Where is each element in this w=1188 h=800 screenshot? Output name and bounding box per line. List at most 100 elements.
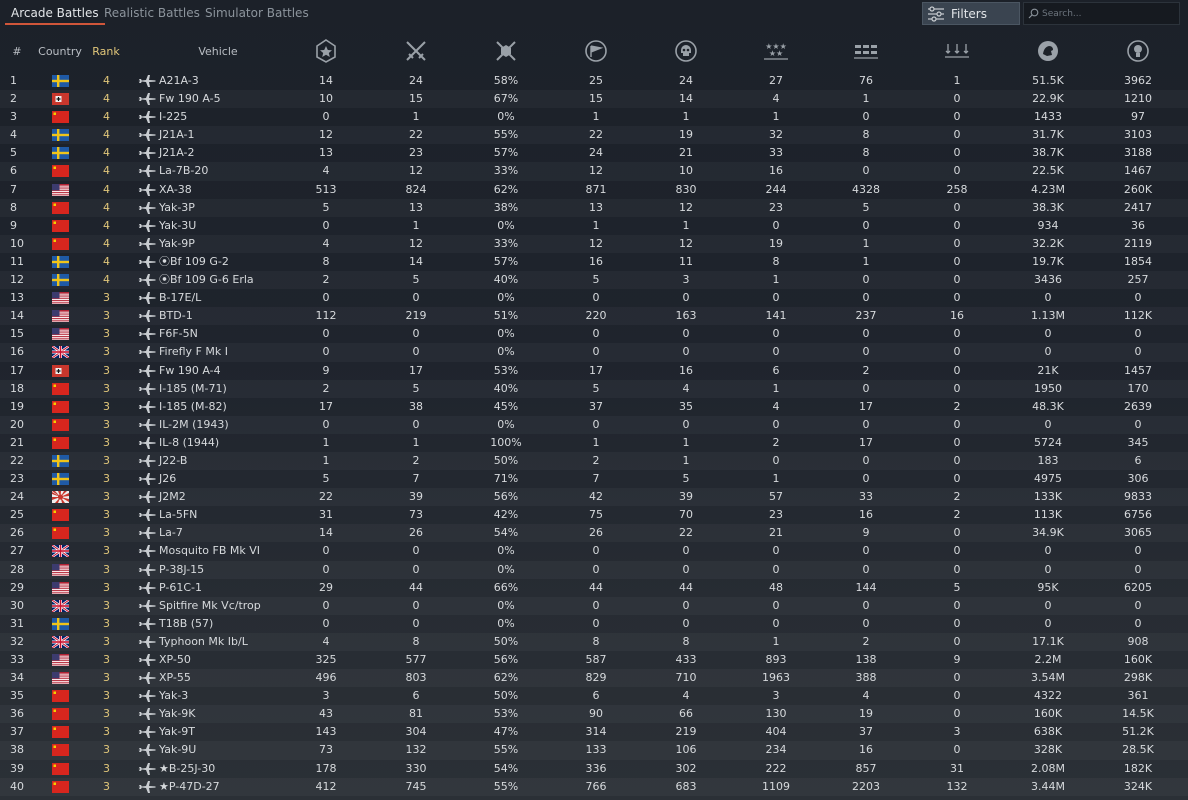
vehicle-name[interactable]: Yak-3P [159, 200, 195, 214]
vehicle-name[interactable]: T18B (57) [159, 616, 214, 630]
vehicle-name[interactable]: J21A-1 [159, 128, 195, 142]
vehicle-name[interactable]: XA-38 [159, 182, 192, 196]
air-targets-destroyed-icon[interactable]: ★★★ ★★ [762, 30, 790, 72]
battles-icon[interactable] [313, 30, 339, 72]
column-country[interactable]: Country [38, 44, 82, 58]
table-row[interactable]: 3 4 I-225 0 1 0% 1 1 1 0 0 1433 97 [0, 108, 1188, 126]
vehicle-name[interactable]: I-185 (M-71) [159, 381, 227, 395]
ground-targets-destroyed-icon[interactable] [852, 30, 880, 72]
tab-arcade-battles[interactable]: Arcade Battles [5, 6, 105, 25]
search-input[interactable] [1039, 8, 1177, 19]
naval-targets-destroyed-icon[interactable] [943, 30, 971, 72]
vehicle-name[interactable]: I-225 [159, 110, 188, 124]
vehicle-name[interactable]: ★P-47D-27 [159, 779, 220, 793]
vehicle-name[interactable]: La-7 [159, 526, 183, 540]
vehicle-name[interactable]: Fw 190 A-5 [159, 92, 221, 106]
win-rate-icon[interactable] [493, 30, 519, 72]
research-points-icon[interactable] [1125, 30, 1151, 72]
table-row[interactable]: 27 3 Mosquito FB Mk VI 0 0 0% 0 0 0 0 0 0 0 [0, 542, 1188, 560]
vehicle-name[interactable]: P-61C-1 [159, 580, 203, 594]
vehicle-name[interactable]: J2M2 [159, 490, 186, 504]
table-row[interactable]: 13 3 B-17E/L 0 0 0% 0 0 0 0 0 0 0 [0, 289, 1188, 307]
table-row[interactable]: 5 4 J21A-2 13 23 57% 24 21 33 8 0 38.7K 3188 [0, 144, 1188, 162]
vehicle-name[interactable]: Yak-3 [159, 689, 189, 703]
table-row[interactable]: 36 3 Yak-9K 43 81 53% 90 66 130 19 0 160K 14.5K [0, 705, 1188, 723]
table-row[interactable]: 39 3 ★B-25J-30 178 330 54% 336 302 222 857 31 2.08M… [0, 760, 1188, 778]
vehicle-name[interactable]: Fw 190 A-4 [159, 363, 221, 377]
tab-simulator-battles[interactable]: Simulator Battles [205, 6, 309, 20]
table-row[interactable]: 35 3 Yak-3 3 6 50% 6 4 3 4 0 4322 361 [0, 687, 1188, 705]
table-row[interactable]: 29 3 P-61C-1 29 44 66% 44 44 48 144 5 95K 6205 [0, 579, 1188, 597]
table-row[interactable]: 20 3 IL-2M (1943) 0 0 0% 0 0 0 0 0 0 0 [0, 416, 1188, 434]
vehicle-name[interactable]: J26 [159, 472, 177, 486]
table-row[interactable]: 4 4 J21A-1 12 22 55% 22 19 32 8 0 31.7K 3103 [0, 126, 1188, 144]
table-row[interactable]: 37 3 Yak-9T 143 304 47% 314 219 404 37 3 638K 51.2K [0, 723, 1188, 741]
table-row[interactable]: 32 3 Typhoon Mk Ib/L 4 8 50% 8 8 1 2 0 17.1K 908 [0, 633, 1188, 651]
table-row[interactable]: 6 4 La-7B-20 4 12 33% 12 10 16 0 0 22.5K 1467 [0, 162, 1188, 180]
vehicle-name[interactable]: ⦿Bf 109 G-2 [159, 254, 229, 268]
column-vehicle[interactable]: Vehicle [198, 44, 238, 58]
table-row[interactable]: 11 4 ⦿Bf 109 G-2 8 14 57% 16 11 8 1 0 19.7K 1854 [0, 253, 1188, 271]
vehicle-name[interactable]: Typhoon Mk Ib/L [159, 634, 248, 648]
table-row[interactable]: 31 3 T18B (57) 0 0 0% 0 0 0 0 0 0 0 [0, 615, 1188, 633]
vehicle-name[interactable]: Yak-9T [159, 725, 196, 739]
vehicle-name[interactable]: La-7B-20 [159, 164, 209, 178]
table-row[interactable]: 22 3 J22-B 1 2 50% 2 1 0 0 0 183 6 [0, 452, 1188, 470]
table-row[interactable]: 12 4 ⦿Bf 109 G-6 Erla 2 5 40% 5 3 1 0 0 3436 257 [0, 271, 1188, 289]
vehicle-name[interactable]: BTD-1 [159, 309, 193, 323]
column-rank[interactable]: Rank [92, 44, 120, 58]
table-row[interactable]: 18 3 I-185 (M-71) 2 5 40% 5 4 1 0 0 1950 170 [0, 380, 1188, 398]
table-row[interactable]: 21 3 IL-8 (1944) 1 1 100% 1 1 2 17 0 5724 345 [0, 434, 1188, 452]
vehicle-name[interactable]: ★B-25J-30 [159, 761, 216, 775]
vehicle-name[interactable]: XP-50 [159, 653, 191, 666]
table-row[interactable]: 30 3 Spitfire Mk Vc/trop 0 0 0% 0 0 0 0 0 0 0 [0, 597, 1188, 615]
vehicle-name[interactable]: Firefly F Mk I [159, 345, 228, 359]
vehicle-name[interactable]: J21A-2 [159, 146, 195, 160]
table-row[interactable]: 33 3 XP-50 325 577 56% 587 433 893 138 9 2.2M 160K [0, 651, 1188, 669]
silver-lions-icon[interactable] [1035, 30, 1061, 72]
vehicle-name[interactable]: IL-2M (1943) [159, 417, 229, 431]
vehicle-name[interactable]: F6F-5N [159, 327, 198, 341]
vehicle-name[interactable]: Yak-9U [159, 743, 197, 757]
table-row[interactable]: 10 4 Yak-9P 4 12 33% 12 12 19 1 0 32.2K 2119 [0, 235, 1188, 253]
vehicle-name[interactable]: A21A-3 [159, 74, 199, 87]
vehicle-name[interactable]: P-38J-15 [159, 562, 205, 576]
vehicle-name[interactable]: La-5FN [159, 508, 198, 522]
table-row[interactable]: 34 3 XP-55 496 803 62% 829 710 1963 388 0 3.54M 298K [0, 669, 1188, 687]
table-row[interactable]: 17 3 Fw 190 A-4 9 17 53% 17 16 6 2 0 21K 1457 [0, 362, 1188, 380]
vehicle-name[interactable]: Spitfire Mk Vc/trop [159, 598, 261, 612]
table-row[interactable]: 9 4 Yak-3U 0 1 0% 1 1 0 0 0 934 36 [0, 217, 1188, 235]
vehicle-name[interactable]: XP-55 [159, 671, 191, 685]
column-number[interactable]: # [12, 44, 22, 58]
table-row[interactable]: 24 3 J2M2 22 39 56% 42 39 57 33 2 133K 9833 [0, 488, 1188, 506]
table-row[interactable]: 2 4 Fw 190 A-5 10 15 67% 15 14 4 1 0 22.9K 1210 [0, 90, 1188, 108]
table-row[interactable]: 23 3 J26 5 7 71% 7 5 1 0 0 4975 306 [0, 470, 1188, 488]
table-row[interactable]: 28 3 P-38J-15 0 0 0% 0 0 0 0 0 0 0 [0, 561, 1188, 579]
table-row[interactable]: 1 4 A21A-3 14 24 58% 25 24 27 76 1 51.5K 3962 [0, 72, 1188, 90]
table-row[interactable]: 8 4 Yak-3P 5 13 38% 13 12 23 5 0 38.3K 2417 [0, 199, 1188, 217]
table-row[interactable]: 16 3 Firefly F Mk I 0 0 0% 0 0 0 0 0 0 0 [0, 343, 1188, 361]
vehicle-name[interactable]: I-185 (M-82) [159, 399, 227, 413]
vehicle-name[interactable]: Yak-9P [159, 236, 195, 250]
table-row[interactable]: 7 4 XA-38 513 824 62% 871 830 244 4328 258 4.23M 260… [0, 181, 1188, 199]
vehicle-name[interactable]: ⦿Bf 109 G-6 Erla [159, 273, 254, 287]
table-row[interactable]: 19 3 I-185 (M-82) 17 38 45% 37 35 4 17 2 48.3K 2639 [0, 398, 1188, 416]
table-row[interactable]: 38 3 Yak-9U 73 132 55% 133 106 234 16 0 328K 28.5K [0, 741, 1188, 759]
search-box[interactable] [1023, 2, 1180, 25]
vehicle-name[interactable]: Mosquito FB Mk VI [159, 544, 260, 558]
vehicle-name[interactable]: IL-8 (1944) [159, 435, 220, 449]
vehicle-name[interactable]: J22-B [159, 453, 188, 467]
table-row[interactable]: 25 3 La-5FN 31 73 42% 75 70 23 16 2 113K 6756 [0, 506, 1188, 524]
vehicle-name[interactable]: B-17E/L [159, 291, 202, 305]
table-row[interactable]: 26 3 La-7 14 26 54% 26 22 21 9 0 34.9K 3065 [0, 524, 1188, 542]
table-row[interactable]: 14 3 BTD-1 112 219 51% 220 163 141 237 16 1.13M 112K [0, 307, 1188, 325]
vehicle-name[interactable]: Yak-9K [159, 707, 196, 721]
vehicle-name[interactable]: Yak-3U [159, 218, 197, 232]
filters-button[interactable]: Filters [922, 2, 1020, 25]
deaths-icon[interactable] [673, 30, 699, 72]
victories-icon[interactable] [403, 30, 429, 72]
tab-realistic-battles[interactable]: Realistic Battles [104, 6, 200, 20]
table-row[interactable]: 15 3 F6F-5N 0 0 0% 0 0 0 0 0 0 0 [0, 325, 1188, 343]
table-row[interactable]: 40 3 ★P-47D-27 412 745 55% 766 683 1109 2203 132 3.… [0, 778, 1188, 796]
respawns-icon[interactable] [583, 30, 609, 72]
